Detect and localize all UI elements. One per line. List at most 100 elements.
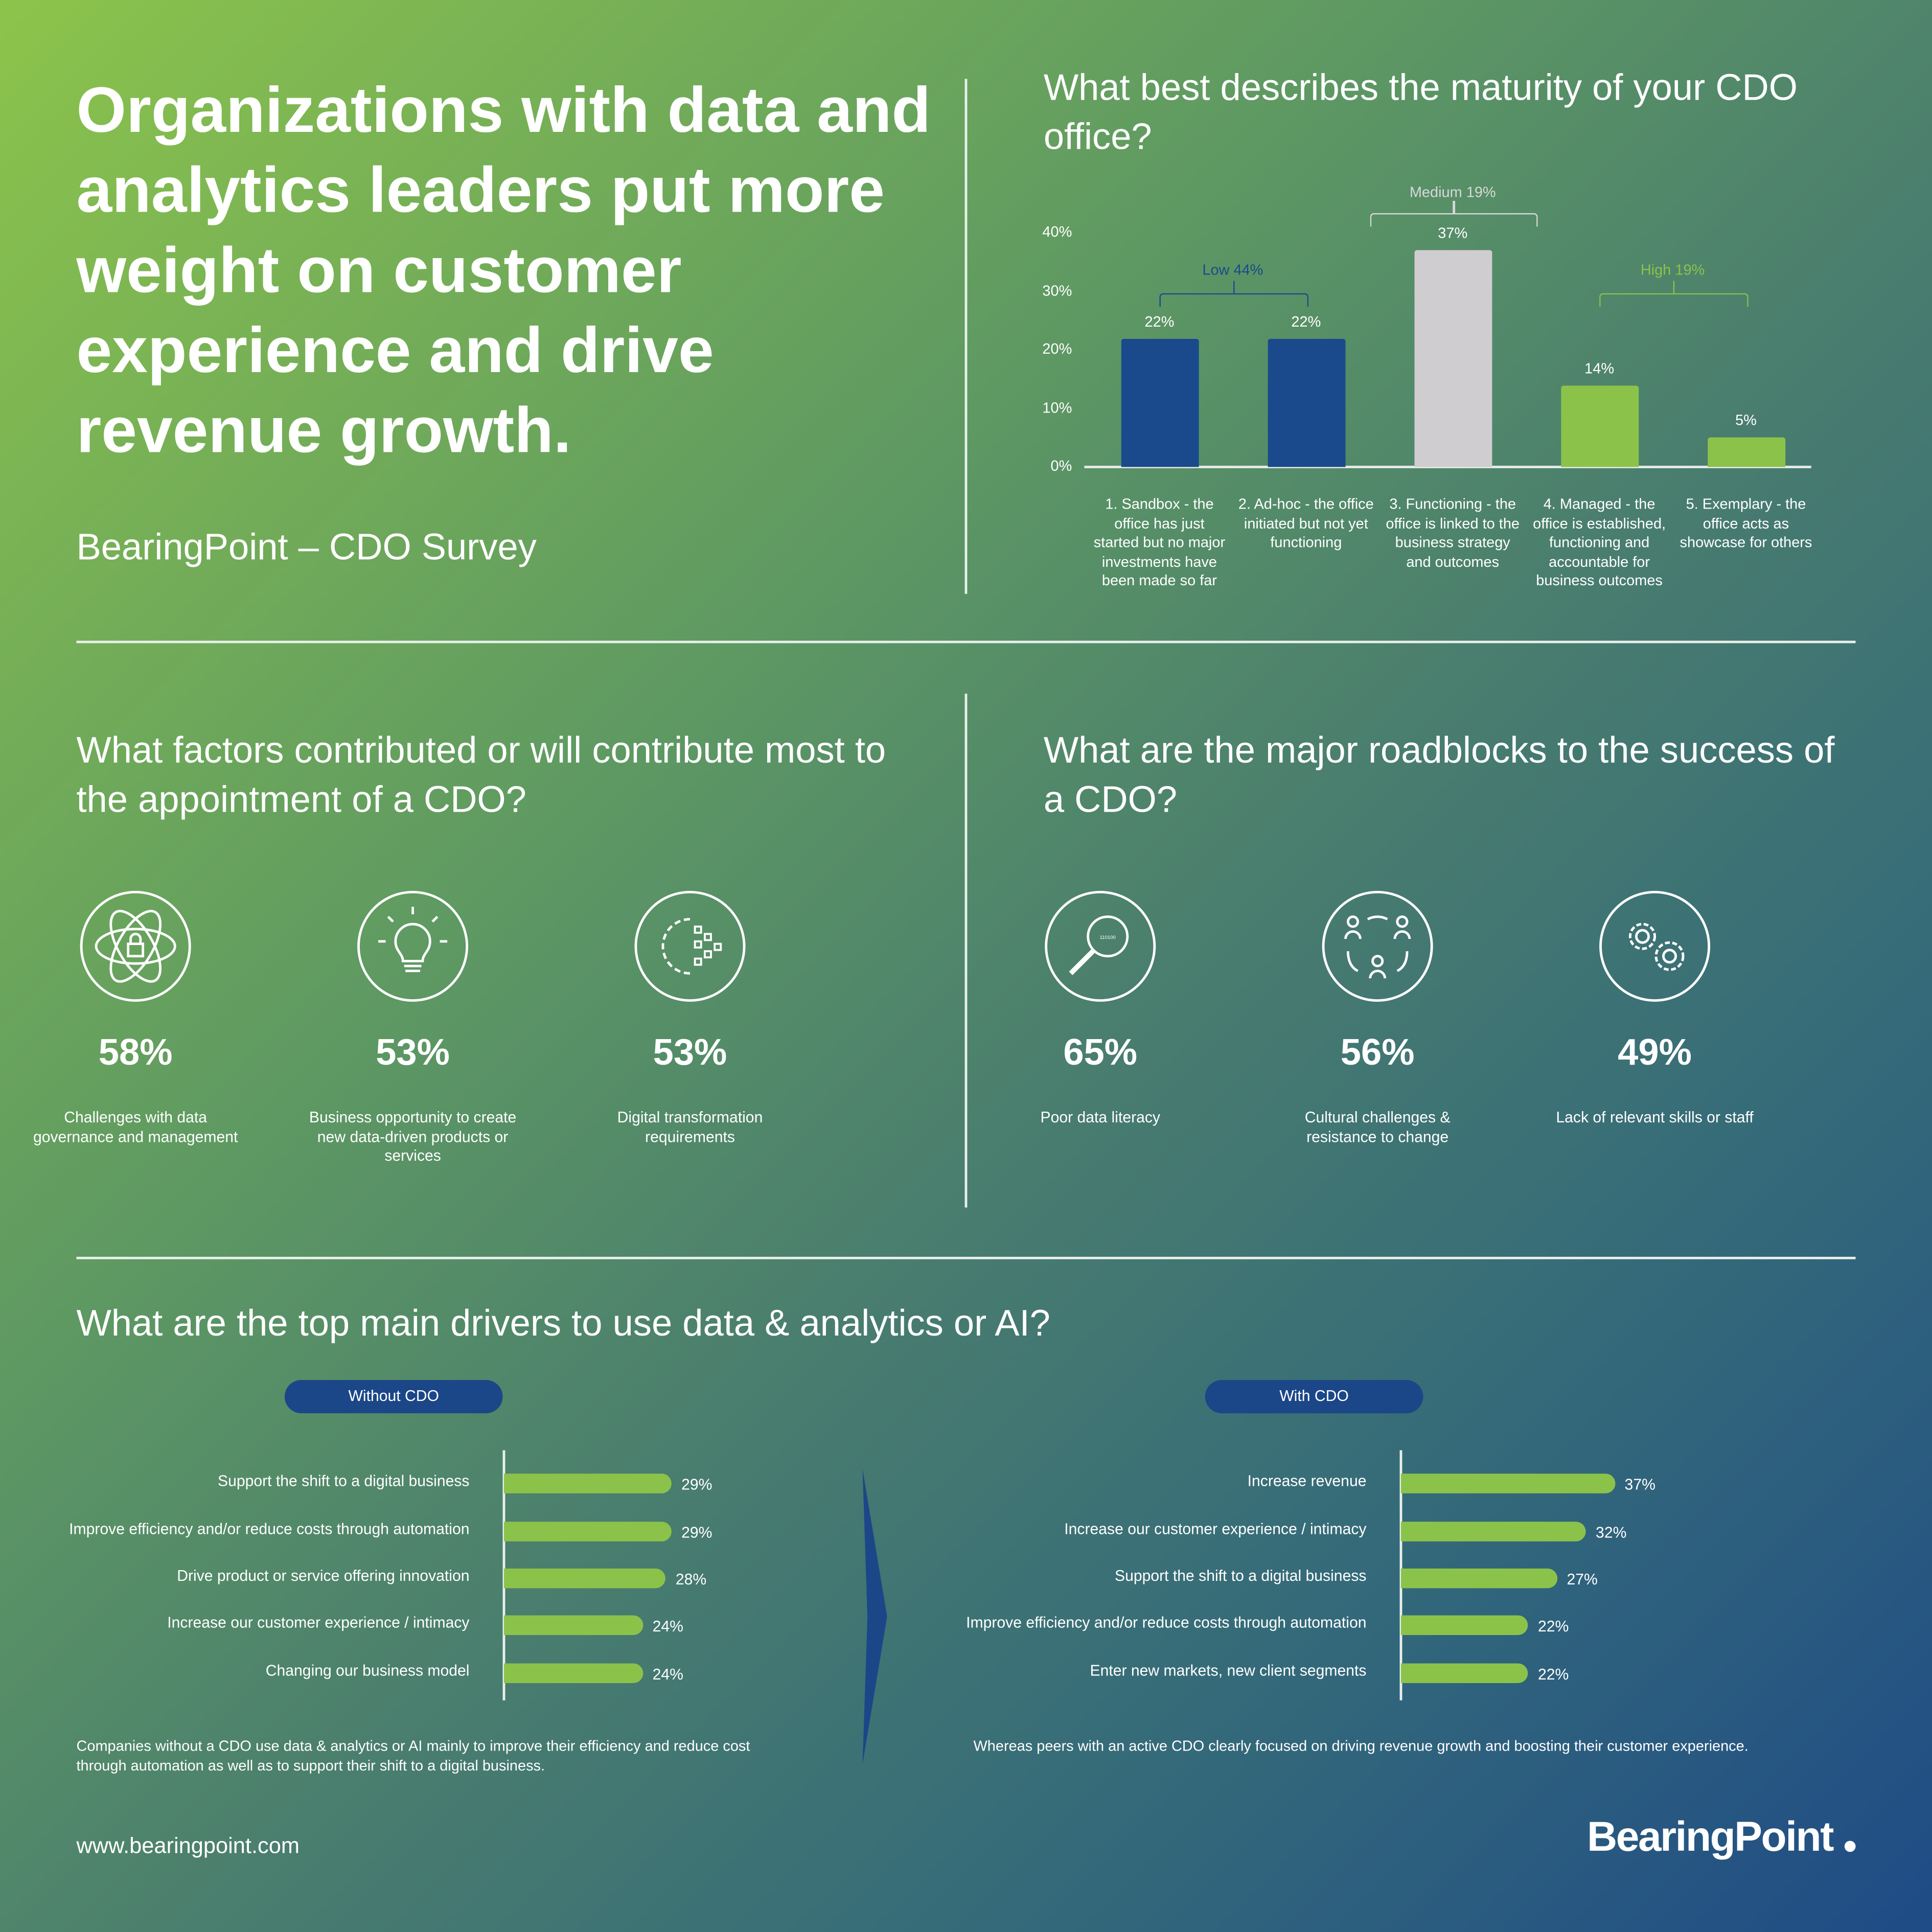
driver-label: Increase our customer experience / intim…	[1064, 1520, 1367, 1538]
divider	[76, 640, 1856, 643]
stat-percentage: 53%	[376, 1032, 450, 1073]
bar-value-label: 22%	[1144, 312, 1175, 330]
driver-bar	[1400, 1568, 1557, 1589]
stat-label: Business opportunity to create new data-…	[309, 1109, 517, 1165]
chart-bar	[1708, 438, 1786, 467]
axis	[1399, 1450, 1402, 1700]
group-bracket	[1599, 293, 1749, 307]
driver-label: Increase our customer experience / intim…	[167, 1614, 470, 1631]
people-cycle-icon	[1321, 890, 1434, 1003]
group-bracket-stem	[1672, 281, 1675, 293]
driver-label: Improve efficiency and/or reduce costs t…	[966, 1614, 1367, 1631]
without-cdo-pill: Without CDO	[284, 1379, 503, 1414]
driver-value: 29%	[681, 1524, 712, 1542]
chart-title: What best describes the maturity of your…	[1043, 67, 1798, 158]
driver-label: Changing our business model	[265, 1662, 470, 1680]
stat-label: Lack of relevant skills or staff	[1556, 1109, 1754, 1126]
digital-gear-icon	[633, 890, 747, 1003]
category-label: 5. Exemplary - the office acts as showca…	[1680, 495, 1812, 551]
bar-value-label: 22%	[1291, 312, 1321, 330]
stat-percentage: 49%	[1618, 1032, 1692, 1073]
category-label: 1. Sandbox - the office has just started…	[1093, 495, 1226, 589]
driver-label: Enter new markets, new client segments	[1090, 1662, 1367, 1680]
stat-percentage: 56%	[1340, 1032, 1415, 1073]
driver-value: 32%	[1596, 1524, 1627, 1542]
drivers-title: What are the top main drivers to use dat…	[76, 1303, 1050, 1345]
chart-bar	[1561, 385, 1639, 467]
stat-label: Poor data literacy	[1040, 1109, 1161, 1126]
driver-bar	[1400, 1615, 1528, 1636]
roadblocks-title: What are the major roadblocks to the suc…	[1043, 730, 1835, 821]
group-bracket	[1370, 213, 1538, 227]
driver-bar	[1400, 1522, 1586, 1542]
group-bracket-stem	[1453, 200, 1455, 214]
magnifier-data-icon: 110100	[1044, 890, 1157, 1003]
driver-value: 37%	[1624, 1476, 1655, 1493]
without-note: Companies without a CDO use data & analy…	[76, 1737, 750, 1774]
lightbulb-icon	[356, 890, 470, 1003]
stat-label: Challenges with data governance and mana…	[33, 1109, 238, 1145]
driver-label: Drive product or service offering innova…	[177, 1567, 470, 1585]
group-label: Low 44%	[1202, 261, 1263, 279]
driver-value: 28%	[675, 1571, 707, 1589]
logo-mark	[1844, 1841, 1856, 1852]
y-tick-label: 40%	[1042, 223, 1072, 241]
x-axis	[1084, 466, 1811, 469]
svg-text:110100: 110100	[1100, 935, 1116, 940]
driver-value: 29%	[681, 1476, 712, 1493]
y-tick-label: 20%	[1042, 340, 1072, 358]
group-label: High 19%	[1640, 261, 1705, 279]
category-label: 3. Functioning - the office is linked to…	[1386, 495, 1520, 570]
divider	[964, 79, 967, 594]
driver-bar	[503, 1663, 643, 1684]
stat-percentage: 58%	[98, 1032, 173, 1073]
group-label: Medium 19%	[1409, 183, 1496, 201]
group-bracket-stem	[1232, 281, 1235, 293]
chart-bar	[1268, 338, 1346, 467]
driver-value: 24%	[652, 1618, 683, 1636]
stat-label: Digital transformation requirements	[617, 1109, 763, 1145]
driver-bar	[503, 1615, 643, 1636]
driver-label: Support the shift to a digital business	[1114, 1567, 1367, 1585]
divider	[76, 1256, 1856, 1259]
driver-label: Improve efficiency and/or reduce costs t…	[69, 1520, 470, 1538]
driver-bar	[1400, 1474, 1615, 1493]
chart-bar	[1121, 338, 1199, 467]
with-note: Whereas peers with an active CDO clearly…	[973, 1737, 1749, 1755]
driver-value: 24%	[652, 1666, 683, 1684]
y-tick-label: 10%	[1042, 398, 1072, 416]
chart-bar	[1414, 250, 1492, 467]
stat-percentage: 53%	[653, 1032, 727, 1073]
driver-bar	[1400, 1663, 1528, 1684]
headline: Organizations with data and analytics le…	[76, 75, 931, 467]
axis	[502, 1450, 505, 1700]
bar-value-label: 14%	[1584, 359, 1615, 377]
factors-title: What factors contributed or will contrib…	[76, 730, 886, 821]
driver-value: 22%	[1537, 1666, 1569, 1684]
bar-value-label: 37%	[1438, 224, 1468, 242]
driver-label: Increase revenue	[1247, 1472, 1367, 1490]
stat-label: Cultural challenges & resistance to chan…	[1304, 1109, 1451, 1145]
with-cdo-pill: With CDO	[1205, 1379, 1423, 1414]
y-tick-label: 0%	[1050, 457, 1072, 475]
divider	[964, 694, 967, 1208]
category-label: 2. Ad-hoc - the office initiated but not…	[1238, 495, 1374, 551]
y-tick-label: 30%	[1042, 281, 1072, 299]
driver-bar	[503, 1474, 672, 1493]
bearingpoint-logo: BearingPoint	[1586, 1813, 1834, 1861]
driver-value: 27%	[1567, 1571, 1598, 1589]
stat-percentage: 65%	[1063, 1032, 1138, 1073]
driver-bar	[503, 1568, 666, 1589]
driver-bar	[503, 1522, 672, 1542]
category-label: 4. Managed - the office is established, …	[1533, 495, 1666, 589]
atom-lock-icon	[79, 890, 192, 1003]
subtitle: BearingPoint – CDO Survey	[76, 527, 537, 568]
group-bracket	[1159, 293, 1309, 307]
bar-value-label: 5%	[1735, 411, 1757, 429]
driver-label: Support the shift to a digital business	[217, 1472, 470, 1490]
website-link[interactable]: www.bearingpoint.com	[76, 1833, 300, 1858]
driver-value: 22%	[1537, 1618, 1569, 1636]
gears-icon	[1598, 890, 1712, 1003]
arrow-chevron-icon	[862, 1468, 887, 1765]
